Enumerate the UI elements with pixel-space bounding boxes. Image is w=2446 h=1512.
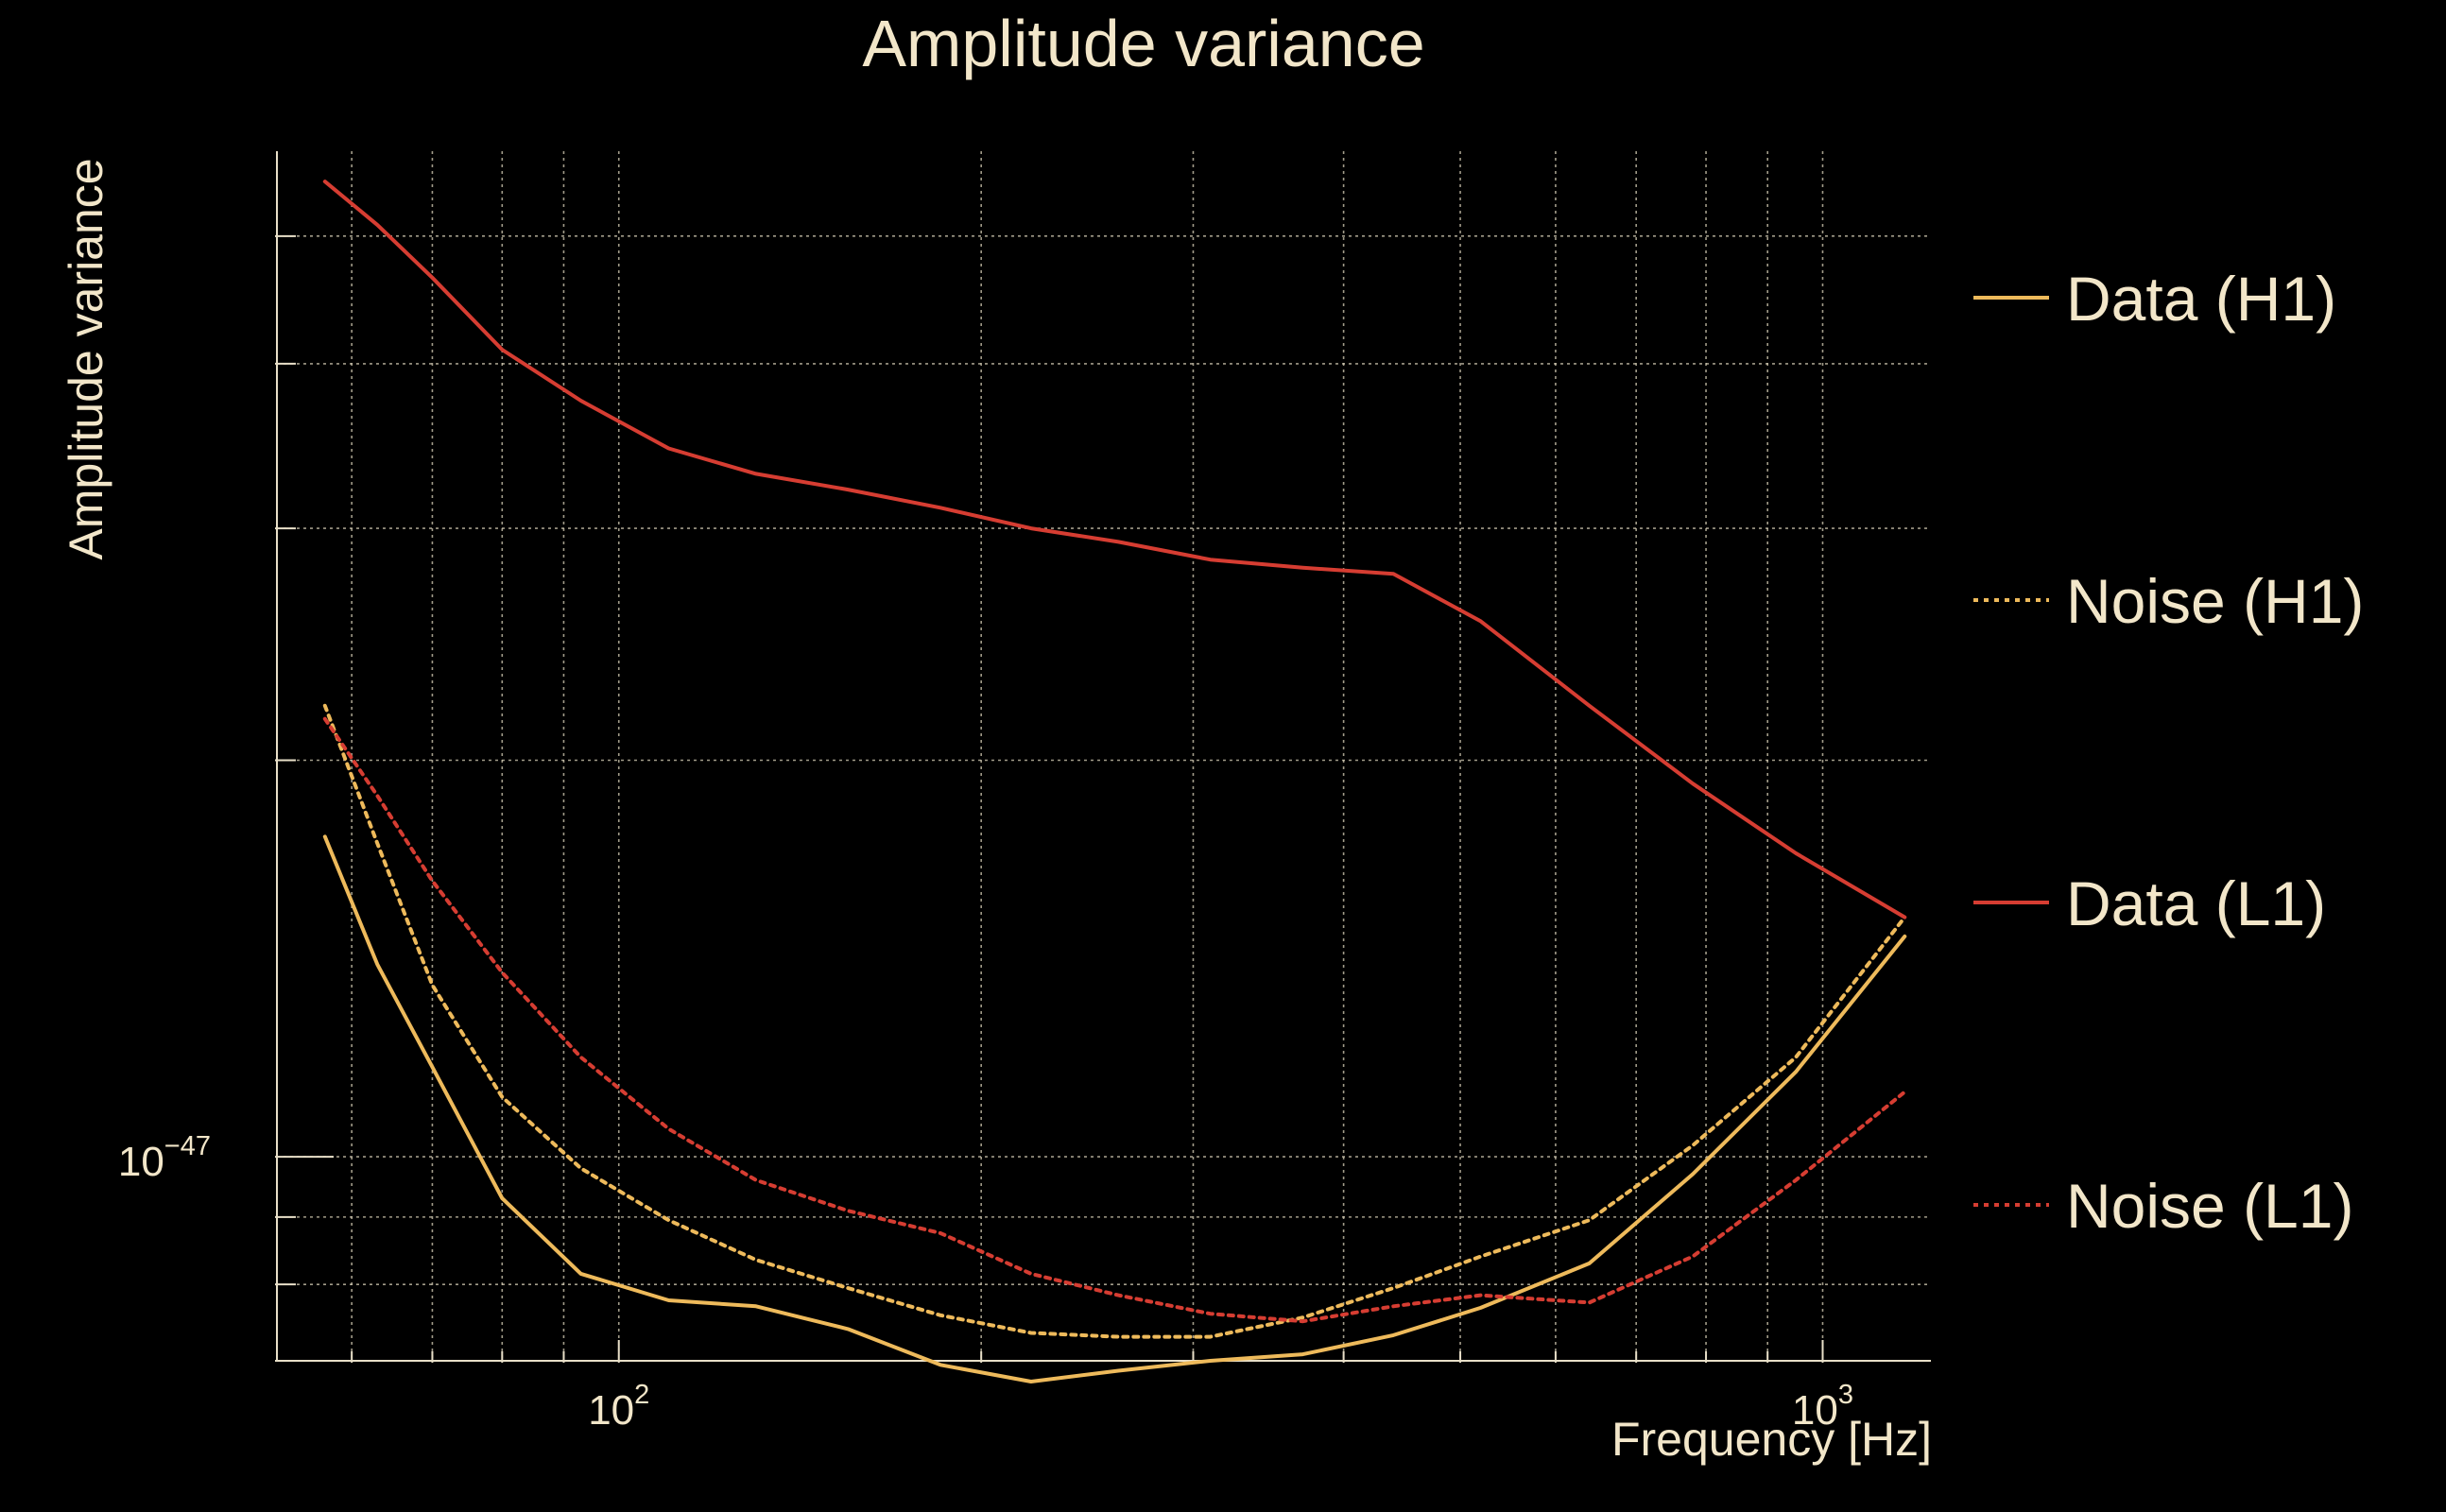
y-tick-label: 10−47: [118, 1131, 211, 1185]
ticks: 102 103 10−47: [118, 234, 1853, 1434]
legend-label-3: Noise (L1): [2066, 1171, 2353, 1241]
x-tick-label: 103: [1792, 1380, 1853, 1434]
axes: [276, 151, 1931, 1362]
legend: Data (H1) Noise (H1) Data (L1) Noise (L1): [1973, 264, 2364, 1241]
y-axis-label: Amplitude variance: [60, 158, 112, 559]
chart-title: Amplitude variance: [862, 7, 1424, 80]
x-axis-label: Frequency [Hz]: [1611, 1413, 1932, 1466]
legend-label-2: Data (L1): [2066, 868, 2326, 938]
series-line-1: [322, 703, 1907, 1339]
legend-label-0: Data (H1): [2066, 264, 2336, 334]
series-line-3: [322, 716, 1907, 1324]
series-line-2: [322, 180, 1907, 919]
plot-series: [322, 180, 1907, 1383]
x-tick-label: 102: [588, 1380, 649, 1434]
series-line-0: [322, 834, 1907, 1383]
grid: [277, 151, 1931, 1362]
legend-label-1: Noise (H1): [2066, 566, 2364, 636]
